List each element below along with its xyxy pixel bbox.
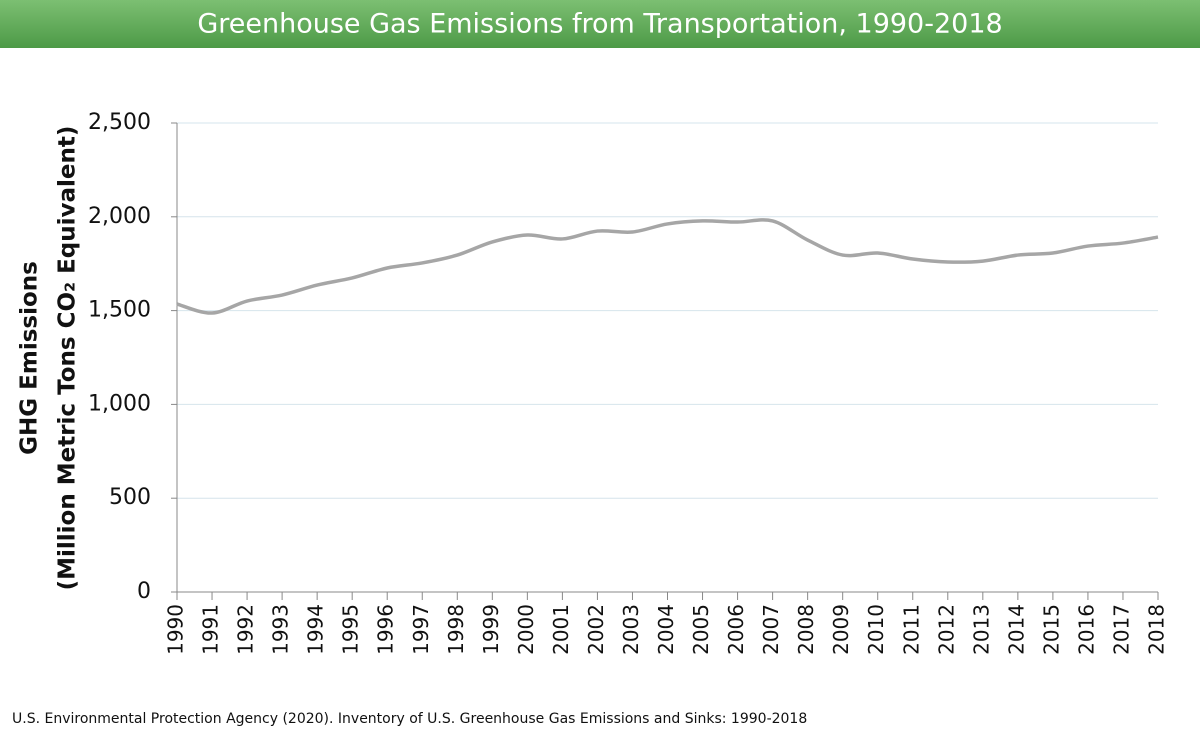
x-tick-label: 1990: [164, 604, 188, 655]
x-tick-label: 2008: [794, 604, 818, 655]
x-tick-label: 2005: [689, 604, 713, 655]
x-tick-label: 2010: [864, 604, 888, 655]
x-tick-label: 2003: [619, 604, 643, 655]
y-tick-label: 2,000: [88, 204, 151, 229]
y-axis-label: (Million Metric Tons CO₂ Equivalent): [55, 126, 81, 591]
y-tick-label: 0: [137, 579, 151, 604]
x-tick-label: 2000: [514, 604, 538, 655]
x-tick-label: 1991: [199, 604, 223, 655]
x-tick-label: 2012: [934, 604, 958, 655]
y-tick-label: 500: [109, 485, 151, 510]
x-tick-label: 2018: [1145, 604, 1169, 655]
x-tick-label: 2014: [1004, 604, 1028, 655]
x-tick-label: 2015: [1039, 604, 1063, 655]
title-banner: [0, 0, 1200, 48]
y-tick-label: 1,500: [88, 298, 151, 323]
chart-title: Greenhouse Gas Emissions from Transporta…: [197, 9, 1002, 40]
x-tick-label: 1996: [374, 604, 398, 655]
x-tick-label: 2011: [899, 604, 923, 655]
source-note: U.S. Environmental Protection Agency (20…: [12, 711, 807, 727]
x-tick-label: 2002: [584, 604, 608, 655]
x-tick-label: 2016: [1074, 604, 1098, 655]
x-tick-label: 2007: [759, 604, 783, 655]
x-tick-label: 1994: [304, 604, 328, 655]
x-tick-label: 2001: [549, 604, 573, 655]
x-tick-label: 1999: [479, 604, 503, 655]
x-tick-label: 2017: [1109, 604, 1133, 655]
x-tick-label: 2004: [654, 604, 678, 655]
x-tick-label: 2009: [829, 604, 853, 655]
x-tick-label: 1992: [234, 604, 258, 655]
x-tick-label: 1993: [269, 604, 293, 655]
x-tick-label: 1995: [339, 604, 363, 655]
x-tick-label: 2006: [724, 604, 748, 655]
y-tick-label: 1,000: [88, 391, 151, 416]
x-tick-label: 1998: [444, 604, 468, 655]
x-tick-label: 2013: [969, 604, 993, 655]
y-tick-label: 2,500: [88, 110, 151, 135]
data-line: [176, 218, 1159, 315]
x-tick-label: 1997: [409, 604, 433, 655]
y-axis-label: GHG Emissions: [17, 261, 43, 455]
